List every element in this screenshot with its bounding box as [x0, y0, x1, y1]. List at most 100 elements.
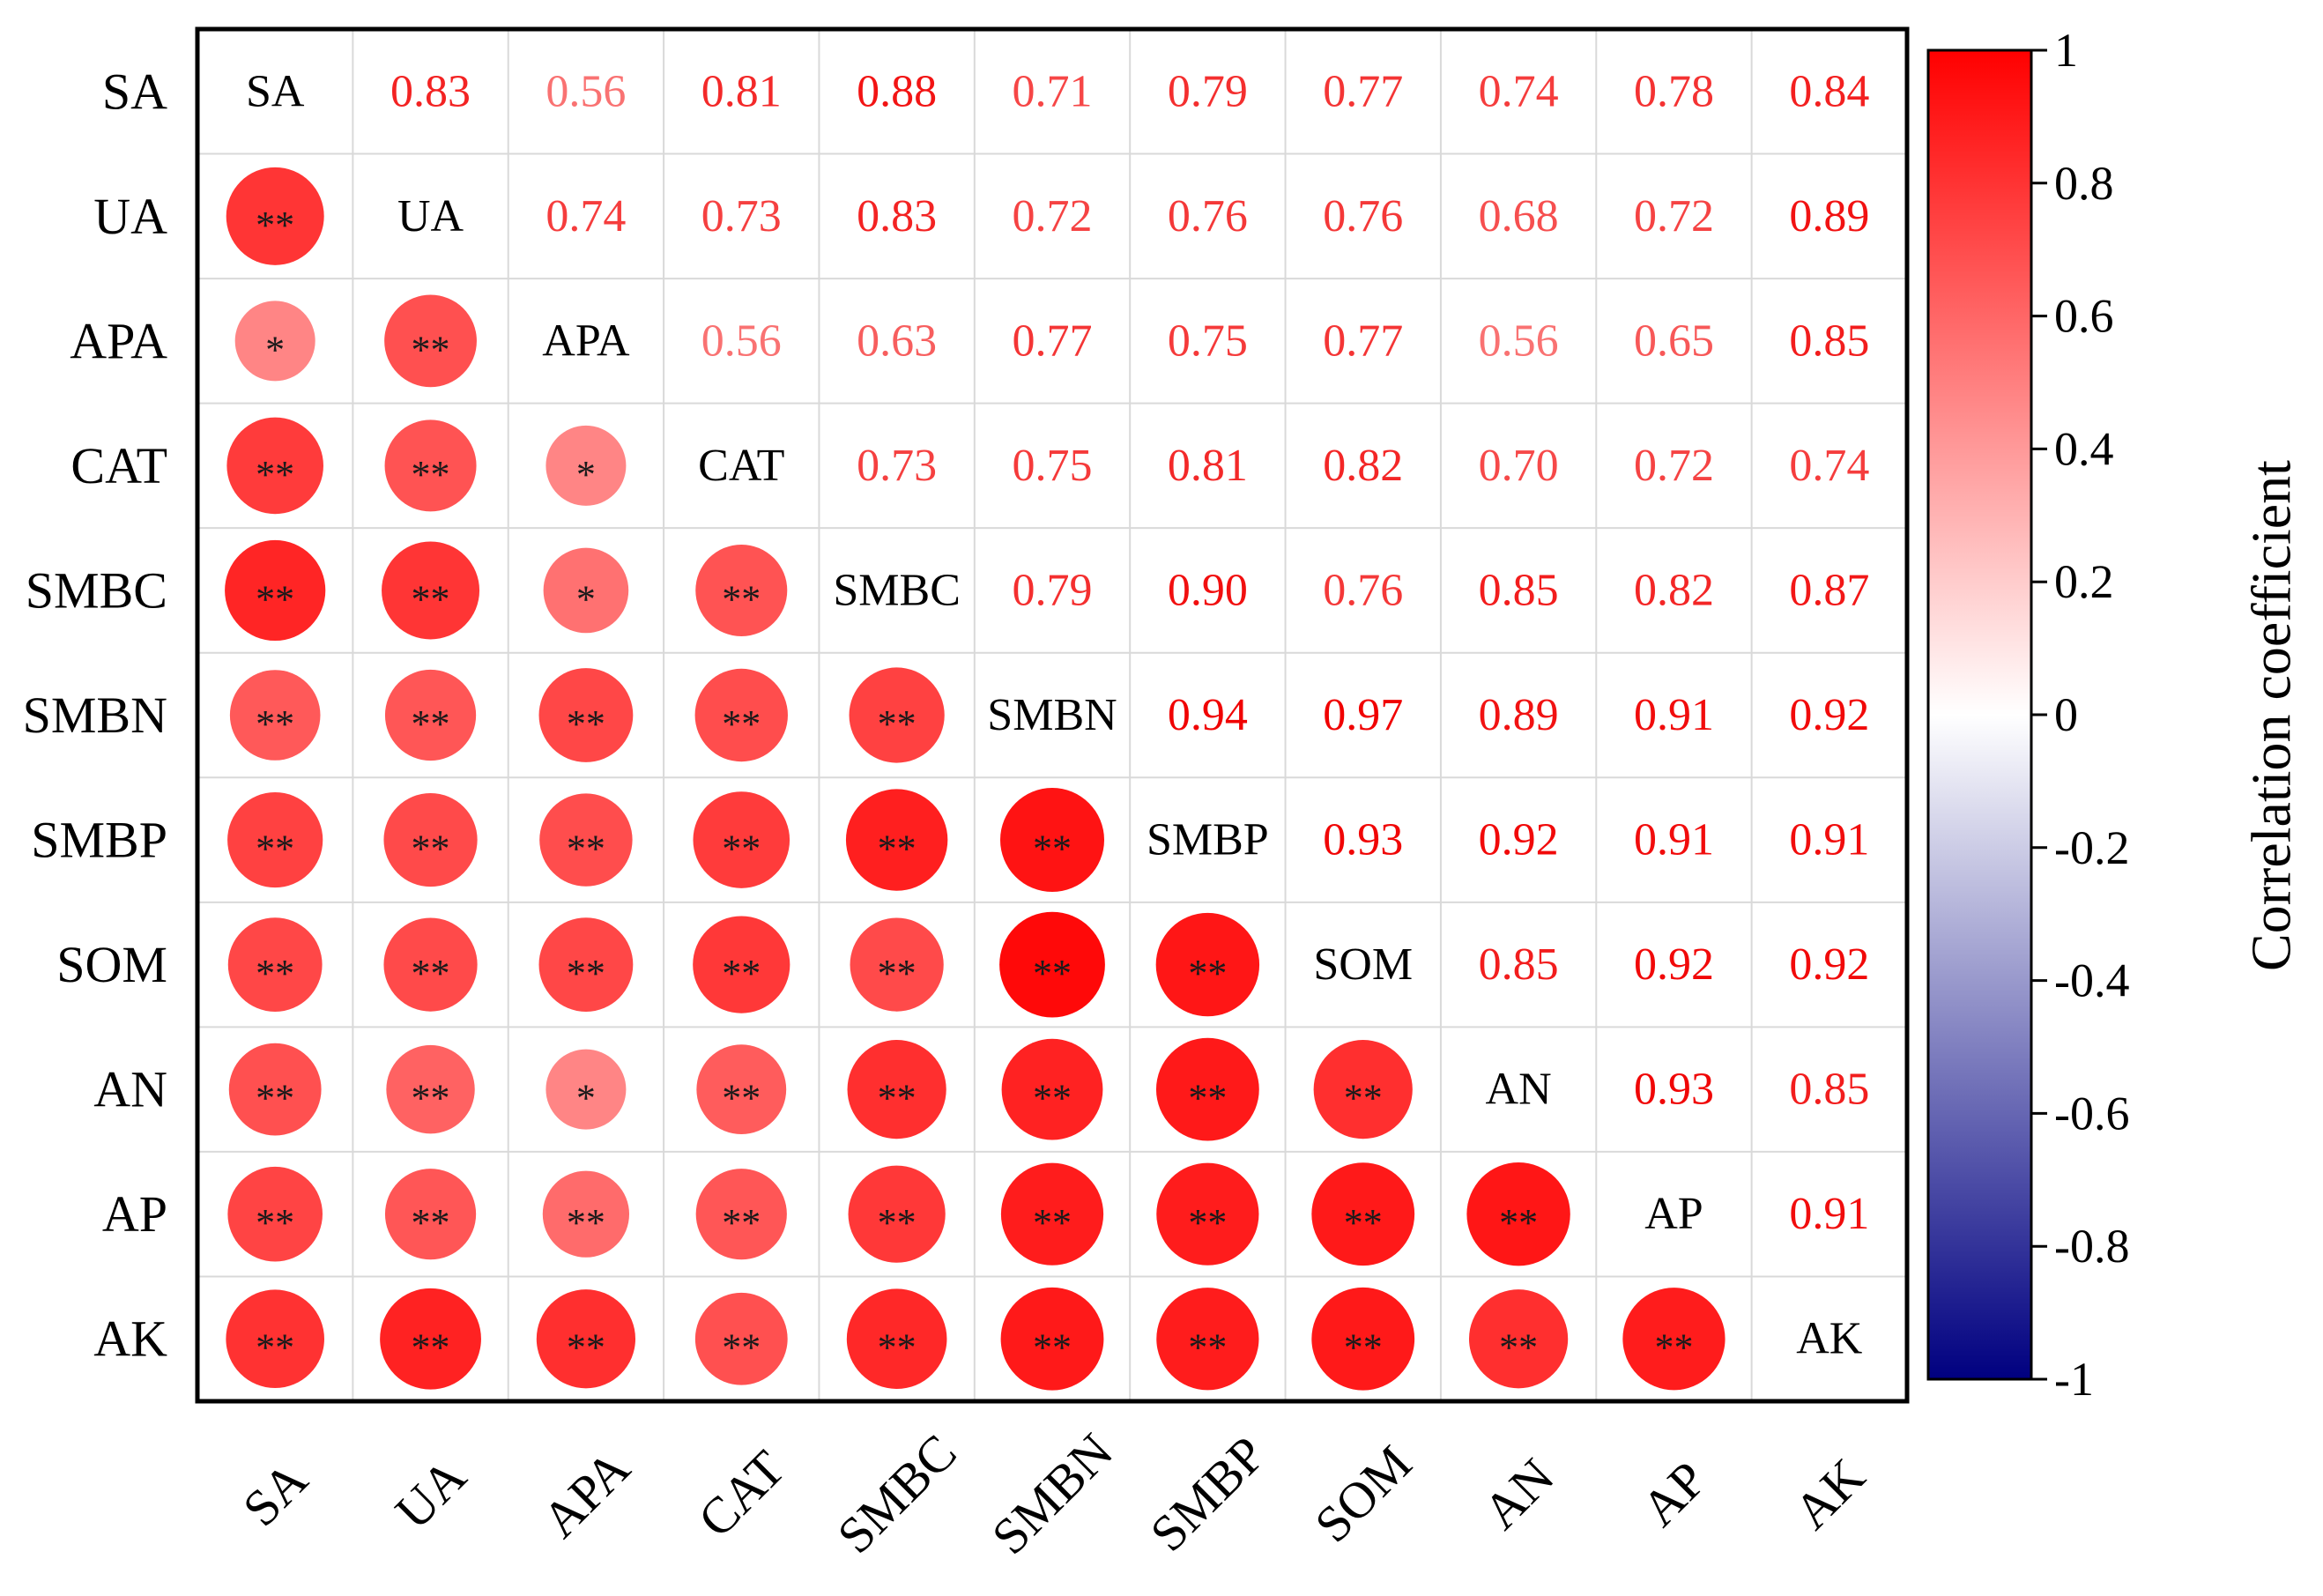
coefficient-label: 0.93	[1323, 815, 1403, 865]
y-tick-label: CAT	[71, 437, 167, 494]
correlation-circle	[545, 425, 627, 506]
coefficient-label: 0.73	[857, 441, 937, 491]
significance-mark: **	[722, 1201, 761, 1244]
coefficient-label: 0.85	[1789, 315, 1869, 366]
significance-mark: **	[1344, 1201, 1383, 1244]
significance-mark: *	[576, 453, 596, 496]
correlation-circle	[1000, 788, 1104, 893]
correlation-circle	[693, 791, 790, 888]
significance-mark: **	[1499, 1326, 1538, 1370]
correlation-circle	[542, 1170, 630, 1258]
significance-mark: **	[412, 1201, 450, 1244]
coefficient-label: 0.92	[1789, 690, 1869, 740]
significance-mark: **	[1188, 1077, 1227, 1120]
correlation-circle	[845, 789, 948, 891]
correlation-circle	[536, 1289, 636, 1389]
significance-mark: **	[256, 1077, 294, 1120]
correlation-circle	[545, 1049, 627, 1130]
significance-mark: **	[1033, 952, 1072, 995]
correlation-circle	[226, 1289, 324, 1389]
colorbar-tick-label: 0.8	[2054, 157, 2114, 210]
significance-mark: **	[878, 702, 917, 746]
diagonal-label: SMBC	[833, 565, 961, 615]
coefficient-label: 0.91	[1789, 815, 1869, 865]
correlation-circle	[695, 544, 788, 636]
diagonal-label: AP	[1644, 1189, 1703, 1239]
colorbar-tick-label: 0.6	[2054, 290, 2114, 343]
correlation-circle	[1466, 1162, 1570, 1266]
coefficient-label: 0.79	[1168, 66, 1248, 116]
significance-mark: **	[412, 952, 450, 995]
significance-mark: **	[1188, 1201, 1227, 1244]
correlation-circle	[538, 668, 634, 762]
coefficient-label: 0.74	[1479, 66, 1559, 116]
significance-mark: **	[722, 828, 761, 871]
coefficient-label: 0.91	[1634, 690, 1714, 740]
significance-mark: **	[1033, 1077, 1072, 1120]
correlation-circle	[227, 1166, 323, 1262]
diagonal-label: SOM	[1313, 939, 1413, 990]
coefficient-label: 0.74	[1789, 441, 1869, 491]
x-tick-label: SMBP	[1139, 1425, 1276, 1562]
correlation-circle	[1468, 1289, 1569, 1389]
significance-mark: *	[265, 328, 285, 371]
coefficient-label: 0.70	[1479, 441, 1559, 491]
diagonal-label: APA	[542, 315, 630, 366]
coefficient-label: 0.85	[1479, 939, 1559, 990]
colorbar-gradient	[1926, 48, 2033, 1381]
significance-mark: **	[722, 702, 761, 746]
significance-mark: **	[1188, 952, 1227, 995]
coefficient-label: 0.76	[1323, 191, 1403, 241]
coefficient-label: 0.75	[1168, 315, 1248, 366]
significance-mark: **	[722, 577, 761, 620]
correlation-circle	[1155, 1037, 1259, 1141]
correlation-circle	[849, 667, 945, 763]
colorbar-tick-label: -0.4	[2054, 954, 2129, 1007]
diagonal-label: SMBP	[1147, 815, 1269, 865]
correlation-circle	[384, 419, 477, 512]
y-tick-label: AP	[102, 1185, 167, 1243]
y-tick-label: AN	[93, 1061, 167, 1118]
correlation-circle	[695, 1169, 787, 1260]
correlation-circle	[1000, 1287, 1104, 1391]
y-tick-label: SMBN	[23, 687, 167, 744]
correlation-circle	[999, 911, 1105, 1018]
diagonal-label: CAT	[698, 441, 784, 491]
significance-mark: *	[576, 577, 596, 620]
plot-frame	[195, 26, 1910, 1404]
significance-mark: **	[878, 1326, 917, 1370]
coefficient-label: 0.77	[1013, 315, 1093, 366]
significance-mark: **	[878, 1201, 917, 1244]
grid-lines	[197, 29, 1907, 1401]
significance-mark: **	[1344, 1077, 1383, 1120]
correlation-circle	[234, 301, 315, 382]
colorbar-tick-label: -0.6	[2054, 1087, 2129, 1139]
colorbar-tick-label: 0.4	[2054, 422, 2114, 475]
coefficient-label: 0.84	[1789, 66, 1869, 116]
x-tick-label: SMBC	[827, 1423, 968, 1564]
significance-mark: **	[567, 1326, 605, 1370]
x-tick-label: UA	[384, 1447, 477, 1540]
significance-mark: *	[576, 1077, 596, 1120]
significance-mark: **	[1344, 1326, 1383, 1370]
correlation-circle	[226, 417, 323, 515]
diagonal-label: AK	[1796, 1314, 1863, 1364]
significance-mark: **	[412, 1326, 450, 1370]
coefficient-label: 0.83	[390, 66, 471, 116]
correlation-circle	[383, 917, 478, 1012]
significance-mark: **	[1499, 1201, 1538, 1244]
coefficient-label: 0.74	[545, 191, 626, 241]
correlation-circle	[848, 1165, 946, 1263]
correlation-circle	[694, 668, 788, 762]
correlation-circle	[229, 670, 321, 761]
colorbar-tick-label: -0.8	[2054, 1220, 2129, 1273]
y-tick-label: APA	[70, 312, 167, 369]
correlation-circle	[226, 167, 324, 265]
coefficient-label: 0.89	[1479, 690, 1559, 740]
coefficient-label: 0.83	[857, 191, 937, 241]
significance-mark: **	[567, 702, 605, 746]
correlation-circle	[225, 539, 326, 642]
correlation-circle	[694, 1292, 788, 1385]
matrix-cells: SA 0.83 0.56 0.81 0.88 0.71 0.79 0.77 0.74 0.78 0.…	[225, 66, 1869, 1391]
correlation-circle	[386, 1044, 475, 1134]
